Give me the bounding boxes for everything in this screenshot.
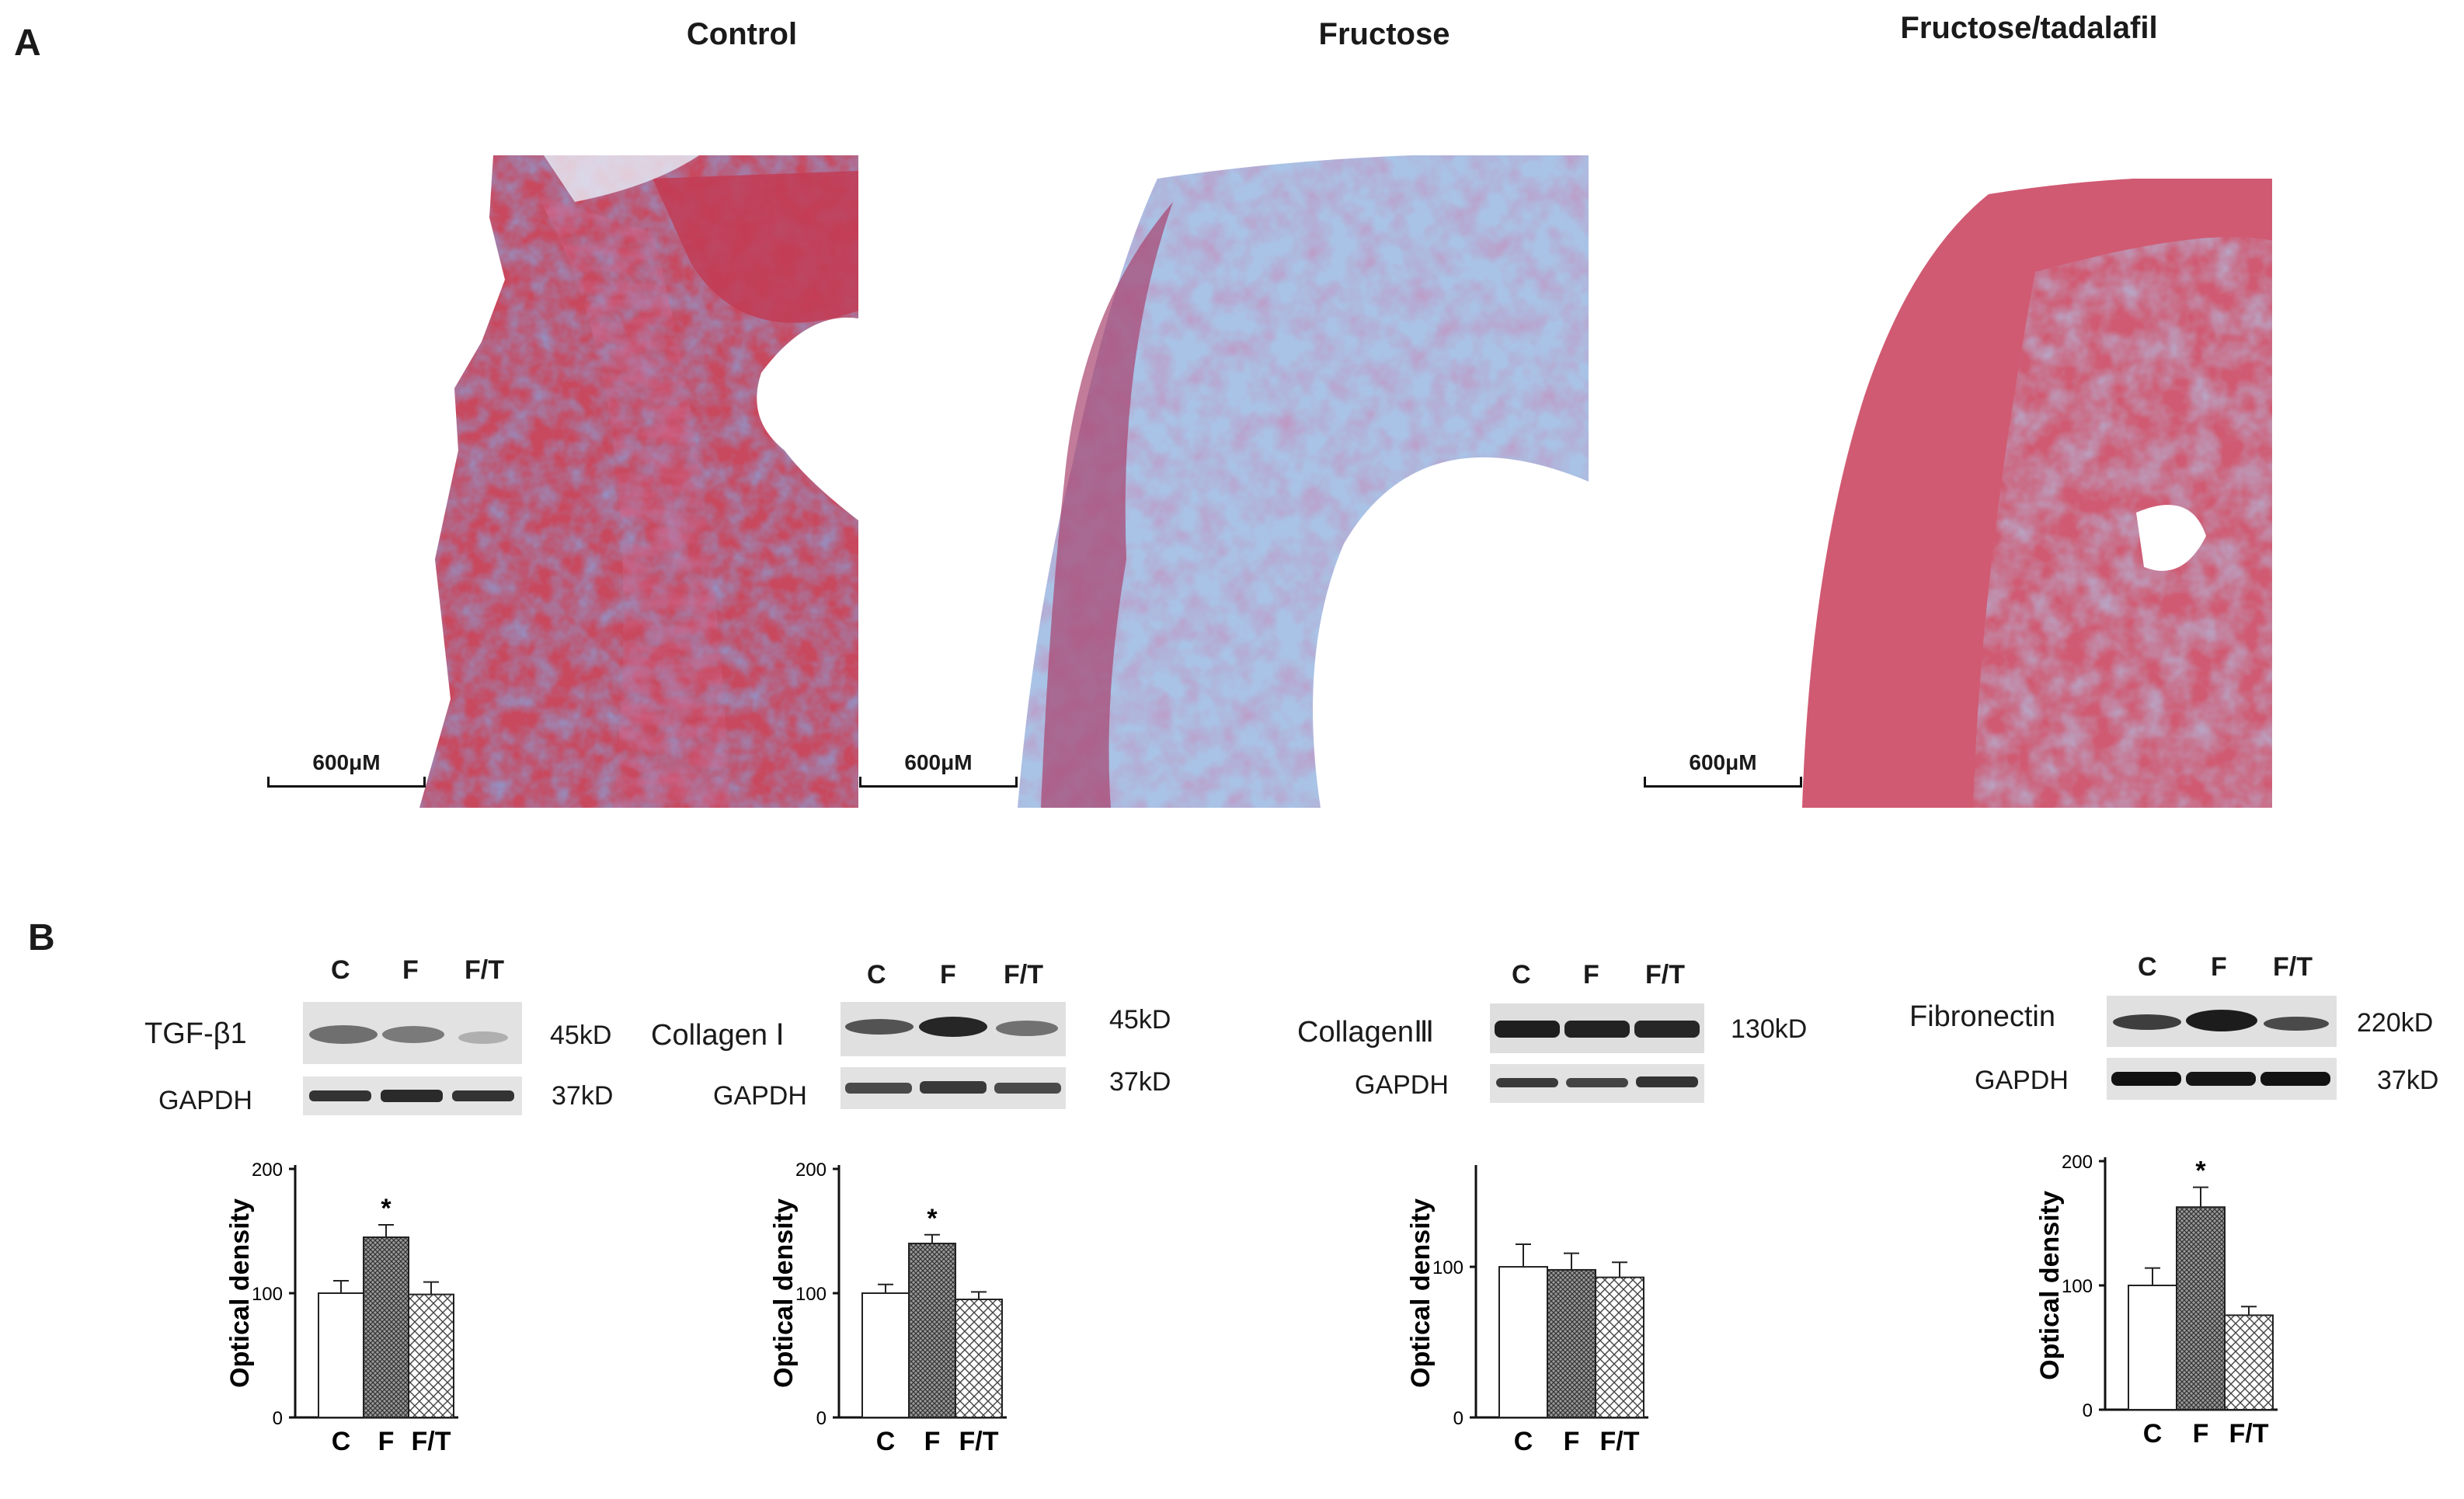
y-tick-label: 200 xyxy=(252,1160,283,1181)
x-tick-f: F xyxy=(1564,1427,1580,1456)
lane-label-c: C xyxy=(1512,960,1531,989)
lane-label-c: C xyxy=(331,955,350,985)
kd-label-gapdh: 37kD xyxy=(2377,1066,2439,1095)
y-axis-label: Optical density xyxy=(769,1198,799,1388)
blot-gapdh-1 xyxy=(303,1076,522,1115)
significance-marker: * xyxy=(381,1194,392,1223)
significance-marker: * xyxy=(927,1204,938,1233)
scale-label-fructose-tadalafil: 600μM xyxy=(1689,750,1757,774)
kd-label-protein: 130kD xyxy=(1731,1014,1808,1044)
bar-ft xyxy=(1595,1276,1644,1418)
kd-label-gapdh: 37kD xyxy=(552,1081,614,1111)
lane-label-ft: F/T xyxy=(1004,960,1043,989)
lane-label-ft: F/T xyxy=(465,955,504,985)
bar-c xyxy=(861,1292,910,1418)
kd-label-gapdh: 37kD xyxy=(1109,1067,1171,1097)
column-title-fructose: Fructose xyxy=(1318,17,1450,51)
bar-f xyxy=(2176,1206,2226,1410)
significance-marker: * xyxy=(2195,1156,2206,1186)
x-tick-ft: F/T xyxy=(959,1427,999,1456)
blot-collagen-i xyxy=(840,1002,1066,1056)
bar-chart-tgf-b1: 0 100 200 Optical density C F * F/T xyxy=(225,1160,458,1456)
protein-label-tgf-b1: TGF-β1 xyxy=(144,1017,247,1050)
panel-b-letter: B xyxy=(28,917,55,958)
bar-c xyxy=(2128,1285,2177,1410)
lane-label-ft: F/T xyxy=(2273,952,2313,982)
panel-a-letter: A xyxy=(14,23,41,64)
column-title-fructose-tadalafil: Fructose/tadalafil xyxy=(1900,11,2158,45)
x-tick-ft: F/T xyxy=(412,1427,451,1456)
bar-ft xyxy=(408,1293,454,1418)
x-tick-f: F xyxy=(2193,1419,2209,1449)
y-tick-label: 100 xyxy=(1432,1257,1463,1278)
lane-label-f: F xyxy=(940,960,956,989)
lane-label-ft: F/T xyxy=(1645,960,1685,989)
blot-fibronectin xyxy=(2107,996,2337,1047)
y-tick-label: 0 xyxy=(816,1408,827,1429)
scale-label-control: 600μM xyxy=(312,750,381,774)
x-tick-f: F xyxy=(924,1427,941,1456)
y-tick-label: 0 xyxy=(2083,1400,2093,1421)
micrograph-fructose xyxy=(1018,155,1589,808)
bar-f xyxy=(908,1243,956,1418)
x-tick-c: C xyxy=(2143,1419,2163,1449)
y-axis-label: Optical density xyxy=(1406,1198,1436,1388)
y-axis-label: Optical density xyxy=(2035,1191,2065,1380)
y-tick-label: 200 xyxy=(2062,1152,2093,1173)
x-tick-c: C xyxy=(332,1427,351,1456)
blot-gapdh-3 xyxy=(1490,1064,1704,1103)
bar-f xyxy=(363,1236,409,1418)
micrograph-fructose-tadalafil xyxy=(1802,179,2272,808)
loading-label-gapdh: GAPDH xyxy=(1975,1066,2069,1095)
protein-label-collagen-i: Collagen Ⅰ xyxy=(651,1019,785,1052)
y-tick-label: 0 xyxy=(273,1408,283,1429)
lane-label-f: F xyxy=(2211,952,2227,982)
blot-gapdh-2 xyxy=(840,1067,1066,1109)
blot-tgf-b1 xyxy=(303,1002,522,1064)
protein-label-fibronectin: Fibronectin xyxy=(1909,1000,2055,1033)
y-axis-label: Optical density xyxy=(225,1198,255,1388)
bar-c xyxy=(318,1292,364,1418)
x-tick-ft: F/T xyxy=(1600,1427,1640,1456)
bar-c xyxy=(1498,1266,1548,1418)
micrograph-control xyxy=(419,155,858,808)
loading-label-gapdh: GAPDH xyxy=(158,1086,252,1115)
loading-label-gapdh: GAPDH xyxy=(1355,1070,1449,1100)
lane-label-c: C xyxy=(867,960,886,989)
bar-ft xyxy=(2224,1314,2274,1410)
lane-label-f: F xyxy=(402,955,419,985)
blot-collagen-iii xyxy=(1490,1003,1704,1053)
lane-label-f: F xyxy=(1583,960,1599,989)
bar-chart-collagen-i: 0 100 200 Optical density C F * F/T xyxy=(769,1160,1007,1456)
scale-bar-fructose-tadalafil xyxy=(1644,777,1802,788)
bar-ft xyxy=(955,1299,1003,1418)
scale-bar-fructose xyxy=(859,777,1018,788)
lane-label-c: C xyxy=(2138,952,2157,982)
bar-chart-fibronectin: 0 100 200 Optical density C F * F/T xyxy=(2035,1152,2278,1449)
kd-label-protein: 220kD xyxy=(2357,1008,2434,1038)
x-tick-c: C xyxy=(1514,1427,1533,1456)
y-tick-label: 100 xyxy=(2062,1276,2093,1297)
protein-label-collagen-iii: CollagenⅢ xyxy=(1297,1016,1435,1049)
kd-label-protein: 45kD xyxy=(550,1021,612,1050)
x-tick-f: F xyxy=(378,1427,395,1456)
kd-label-protein: 45kD xyxy=(1109,1005,1171,1035)
x-tick-ft: F/T xyxy=(2229,1419,2269,1449)
y-tick-label: 200 xyxy=(795,1160,827,1181)
y-tick-label: 100 xyxy=(795,1284,827,1305)
x-tick-c: C xyxy=(876,1427,896,1456)
loading-label-gapdh: GAPDH xyxy=(713,1081,807,1111)
y-tick-label: 0 xyxy=(1453,1408,1463,1429)
y-tick-label: 100 xyxy=(252,1284,283,1305)
scale-label-fructose: 600μM xyxy=(904,750,973,774)
blot-gapdh-4 xyxy=(2107,1058,2337,1100)
bar-f xyxy=(1547,1268,1596,1418)
column-title-control: Control xyxy=(686,17,798,51)
scale-bar-control xyxy=(267,777,426,788)
